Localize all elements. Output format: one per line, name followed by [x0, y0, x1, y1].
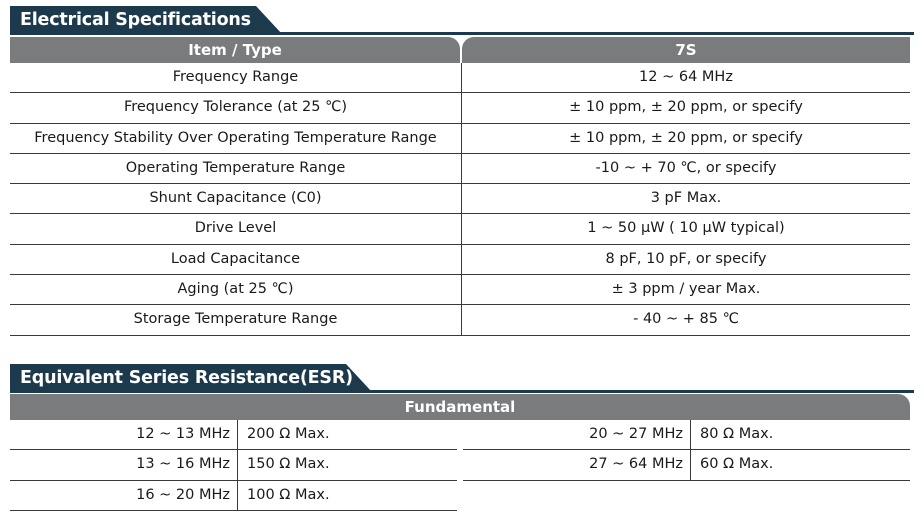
table-row: Drive Level 1 ~ 50 μW ( 10 μW typical) [10, 214, 910, 245]
header-type-7s-text: 7S [675, 41, 697, 59]
spec-value: 3 pF Max. [650, 190, 722, 207]
esr-value: 60 Ω Max. [700, 456, 774, 473]
esr-title-text: Equivalent Series Resistance(ESR) [20, 368, 353, 388]
spec-value: 12 ~ 64 MHz [639, 69, 733, 85]
spec-item: Frequency Range [10, 63, 462, 93]
electrical-specs-title-text: Electrical Specifications [20, 10, 251, 30]
spec-item: Drive Level [10, 214, 462, 244]
spec-item: Load Capacitance [10, 244, 462, 275]
table-row: Storage Temperature Range - 40 ~ + 85 ℃ [10, 305, 910, 336]
spec-value: ± 10 ppm, ± 20 ppm, or specify [569, 99, 803, 116]
esr-left-column: 12 ~ 13 MHz 200 Ω Max. 13 ~ 16 MHz 150 Ω… [10, 420, 457, 511]
spec-item: Storage Temperature Range [10, 305, 462, 335]
title-tab-shape [10, 6, 282, 34]
spec-value: -10 ~ + 70 ℃, or specify [595, 159, 777, 176]
table-row: Frequency Stability Over Operating Tempe… [10, 123, 910, 154]
table-row: Aging (at 25 ℃) ± 3 ppm / year Max. [10, 275, 910, 306]
table-row: 12 ~ 13 MHz 200 Ω Max. [10, 420, 457, 451]
spec-item: Shunt Capacitance (C0) [10, 184, 462, 214]
header-fundamental-text: Fundamental [404, 398, 516, 416]
table-row: Operating Temperature Range -10 ~ + 70 ℃… [10, 153, 910, 185]
table-row: 20 ~ 27 MHz 80 Ω Max. [463, 420, 910, 451]
header-item-type: Item / Type [10, 37, 460, 63]
header-fundamental: Fundamental [10, 394, 910, 420]
table-row: 13 ~ 16 MHz 150 Ω Max. [10, 450, 457, 481]
esr-range: 16 ~ 20 MHz [10, 480, 238, 510]
spec-value: ± 3 ppm / year Max. [611, 281, 761, 298]
spec-value: 1 ~ 50 μW ( 10 μW typical) [587, 220, 785, 237]
esr-title: Equivalent Series Resistance(ESR) [10, 364, 372, 392]
esr-right-column: 20 ~ 27 MHz 80 Ω Max. 27 ~ 64 MHz 60 Ω M… [463, 420, 910, 481]
esr-value: 200 Ω Max. [247, 426, 330, 442]
spec-value: - 40 ~ + 85 ℃ [633, 311, 739, 328]
esr-range: 12 ~ 13 MHz [10, 420, 238, 450]
table-row: Frequency Tolerance (at 25 ℃) ± 10 ppm, … [10, 93, 910, 124]
esr-range: 20 ~ 27 MHz [463, 420, 691, 450]
esr-range: 27 ~ 64 MHz [463, 450, 691, 480]
title-rule [10, 390, 914, 393]
spec-value: 8 pF, 10 pF, or specify [605, 250, 767, 267]
esr-value: 80 Ω Max. [700, 426, 774, 442]
spec-item: Frequency Tolerance (at 25 ℃) [10, 93, 462, 123]
header-item-type-text: Item / Type [188, 41, 282, 59]
title-tab-shape [10, 364, 372, 392]
table-row: 16 ~ 20 MHz 100 Ω Max. [10, 480, 457, 511]
spec-value: ± 10 ppm, ± 20 ppm, or specify [569, 129, 803, 146]
title-rule [10, 32, 914, 35]
table-row: 27 ~ 64 MHz 60 Ω Max. [463, 450, 910, 481]
table-row: Frequency Range 12 ~ 64 MHz [10, 63, 910, 94]
spec-item: Frequency Stability Over Operating Tempe… [10, 123, 462, 153]
esr-range: 13 ~ 16 MHz [10, 450, 238, 480]
table-row: Load Capacitance 8 pF, 10 pF, or specify [10, 244, 910, 276]
electrical-specs-title: Electrical Specifications [10, 6, 282, 34]
spec-item: Operating Temperature Range [10, 153, 462, 184]
esr-value: 100 Ω Max. [247, 486, 330, 503]
esr-value: 150 Ω Max. [247, 456, 330, 473]
table-row: Shunt Capacitance (C0) 3 pF Max. [10, 184, 910, 215]
header-type-7s: 7S [462, 37, 910, 63]
electrical-spec-table: Frequency Range 12 ~ 64 MHz Frequency To… [10, 63, 910, 336]
spec-item: Aging (at 25 ℃) [10, 275, 462, 305]
